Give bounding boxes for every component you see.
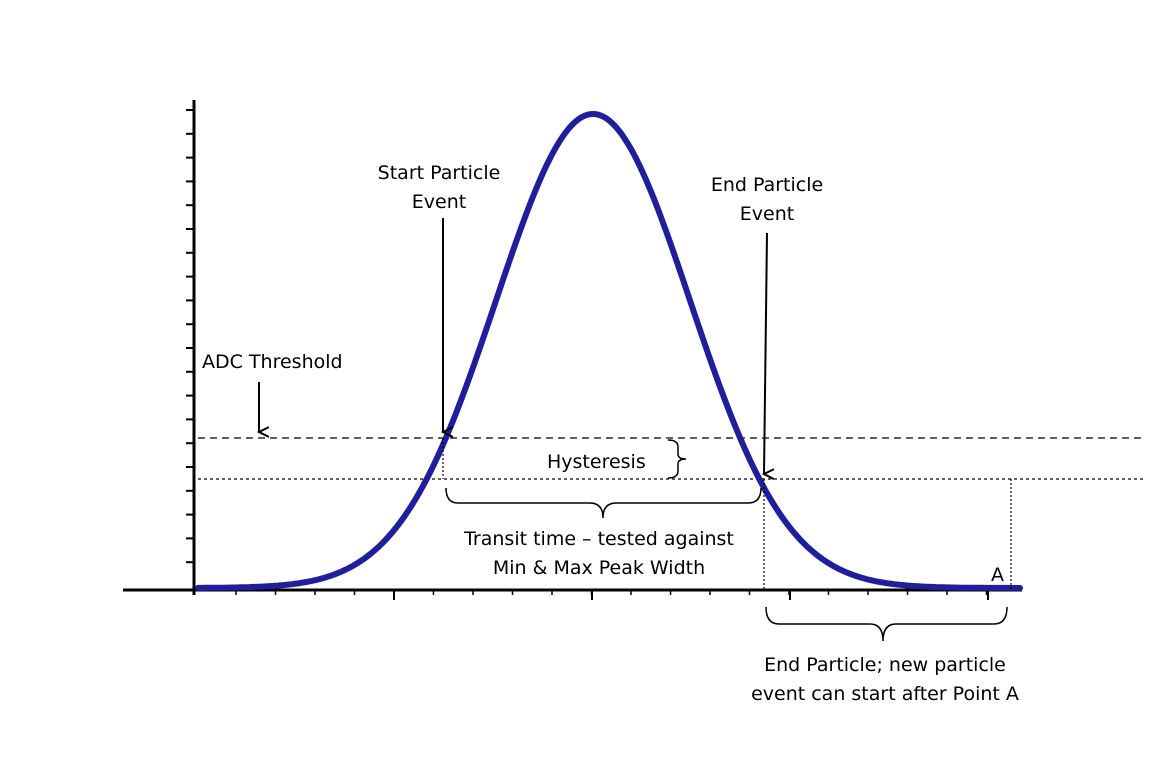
adc-threshold-label: ADC Threshold: [202, 351, 343, 373]
point-a-label: A: [991, 564, 1004, 586]
hysteresis-brace: [667, 439, 687, 479]
y-axis-ticks: [186, 109, 194, 564]
end-note-label-line1: End Particle; new particle: [764, 654, 1006, 676]
start-event-label-line2: Event: [412, 191, 466, 213]
transit-time-brace: [445, 487, 762, 519]
x-axis-ticks: [235, 590, 989, 600]
hysteresis-label: Hysteresis: [547, 451, 646, 473]
end-event-arrow: [764, 232, 767, 474]
end-event-label-line2: Event: [740, 203, 794, 225]
transit-time-label-line1: Transit time – tested against: [463, 528, 734, 550]
end-note-label-line2: event can start after Point A: [751, 683, 1019, 705]
end-event-label-line1: End Particle: [711, 174, 823, 196]
end-particle-brace: [765, 606, 1008, 642]
transit-time-label-line2: Min & Max Peak Width: [493, 557, 705, 579]
start-event-label-line1: Start Particle: [378, 162, 501, 184]
peak-curve: [195, 111, 1023, 591]
